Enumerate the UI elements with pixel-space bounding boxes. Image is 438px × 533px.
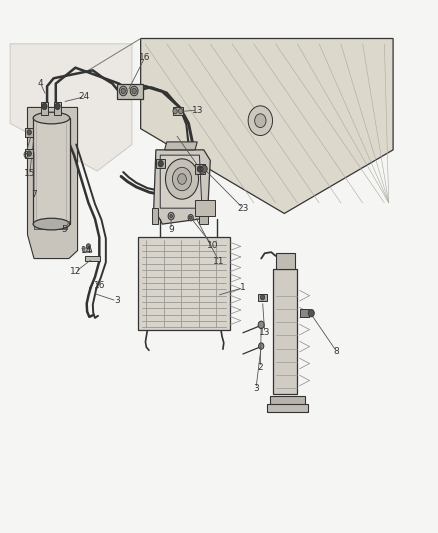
Text: 9: 9 bbox=[168, 225, 174, 234]
Bar bbox=[267, 405, 308, 413]
Circle shape bbox=[166, 159, 198, 199]
Text: 13: 13 bbox=[191, 106, 203, 115]
Bar bbox=[138, 237, 230, 330]
Circle shape bbox=[308, 310, 314, 317]
Bar bbox=[25, 149, 33, 158]
Text: 2: 2 bbox=[258, 363, 263, 372]
Bar bbox=[41, 102, 48, 115]
Circle shape bbox=[189, 216, 192, 219]
Bar bbox=[195, 200, 215, 216]
Circle shape bbox=[258, 321, 264, 328]
Ellipse shape bbox=[33, 112, 70, 124]
Polygon shape bbox=[141, 38, 393, 214]
Polygon shape bbox=[82, 248, 92, 252]
Bar bbox=[273, 269, 297, 394]
Circle shape bbox=[168, 213, 174, 220]
Bar bbox=[300, 310, 309, 317]
Circle shape bbox=[170, 215, 173, 217]
Bar bbox=[270, 397, 305, 407]
Text: 3: 3 bbox=[253, 384, 259, 393]
Circle shape bbox=[86, 244, 91, 249]
Polygon shape bbox=[152, 208, 158, 224]
Circle shape bbox=[27, 130, 32, 135]
Bar bbox=[25, 128, 33, 136]
Ellipse shape bbox=[33, 218, 70, 230]
Bar bbox=[34, 207, 67, 214]
Bar bbox=[34, 191, 67, 198]
Text: 23: 23 bbox=[237, 204, 249, 213]
Circle shape bbox=[130, 86, 138, 96]
Polygon shape bbox=[154, 150, 210, 224]
Circle shape bbox=[121, 88, 125, 94]
Text: 16: 16 bbox=[139, 53, 151, 62]
Polygon shape bbox=[10, 44, 132, 171]
Circle shape bbox=[55, 103, 60, 110]
Polygon shape bbox=[28, 108, 78, 259]
Text: 15: 15 bbox=[24, 169, 35, 178]
Text: 24: 24 bbox=[78, 92, 90, 101]
Bar bbox=[258, 294, 267, 301]
Circle shape bbox=[119, 86, 127, 96]
Circle shape bbox=[201, 165, 207, 173]
Circle shape bbox=[258, 343, 264, 349]
Circle shape bbox=[132, 88, 136, 94]
Bar bbox=[195, 164, 205, 174]
Circle shape bbox=[27, 151, 32, 156]
Bar bbox=[156, 159, 166, 168]
Text: 12: 12 bbox=[70, 268, 81, 276]
Circle shape bbox=[173, 167, 191, 191]
Text: 8: 8 bbox=[334, 347, 339, 356]
Text: 13: 13 bbox=[259, 328, 270, 337]
Bar bbox=[53, 102, 61, 115]
Circle shape bbox=[179, 109, 183, 114]
Text: 7: 7 bbox=[31, 190, 37, 199]
Bar bbox=[117, 84, 143, 100]
Text: 10: 10 bbox=[207, 241, 218, 250]
Polygon shape bbox=[160, 155, 201, 208]
Circle shape bbox=[254, 114, 266, 127]
Text: 4: 4 bbox=[38, 79, 43, 88]
Circle shape bbox=[42, 103, 47, 110]
Circle shape bbox=[188, 215, 193, 221]
Circle shape bbox=[260, 295, 265, 300]
Circle shape bbox=[173, 109, 177, 114]
Bar bbox=[173, 107, 183, 115]
Text: 16: 16 bbox=[94, 280, 105, 289]
Text: 2: 2 bbox=[199, 166, 205, 175]
Circle shape bbox=[197, 166, 202, 172]
Polygon shape bbox=[165, 142, 197, 150]
Text: 14: 14 bbox=[81, 246, 92, 255]
Text: 5: 5 bbox=[62, 225, 67, 234]
Bar bbox=[276, 253, 295, 269]
Text: 6: 6 bbox=[22, 151, 28, 160]
Bar bbox=[34, 223, 67, 229]
Text: 1: 1 bbox=[240, 283, 246, 292]
Text: 3: 3 bbox=[114, 296, 120, 305]
Circle shape bbox=[178, 174, 186, 184]
Polygon shape bbox=[33, 118, 70, 224]
Bar bbox=[85, 256, 100, 261]
Text: 11: 11 bbox=[213, 257, 225, 265]
Polygon shape bbox=[199, 208, 208, 224]
Circle shape bbox=[248, 106, 272, 135]
Circle shape bbox=[158, 160, 163, 167]
